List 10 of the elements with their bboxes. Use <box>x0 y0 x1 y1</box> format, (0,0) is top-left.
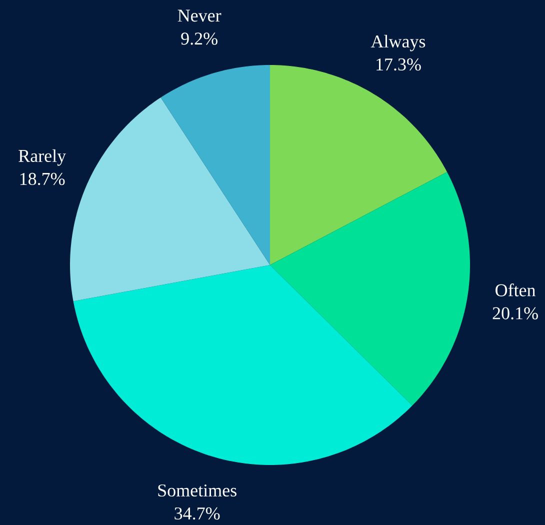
slice-label: Never <box>178 10 222 22</box>
data-label: 20.1% <box>492 307 538 320</box>
slice-label: Always <box>370 34 426 52</box>
data-label: 34.7% <box>174 507 220 520</box>
slice-label: Often <box>496 284 536 296</box>
slice-label: Sometimes <box>158 484 236 497</box>
data-label: 18.7% <box>20 172 65 186</box>
slice-label: Rarely <box>18 149 66 166</box>
data-label: 17.3% <box>376 58 421 71</box>
data-label: 9.2% <box>181 32 218 45</box>
